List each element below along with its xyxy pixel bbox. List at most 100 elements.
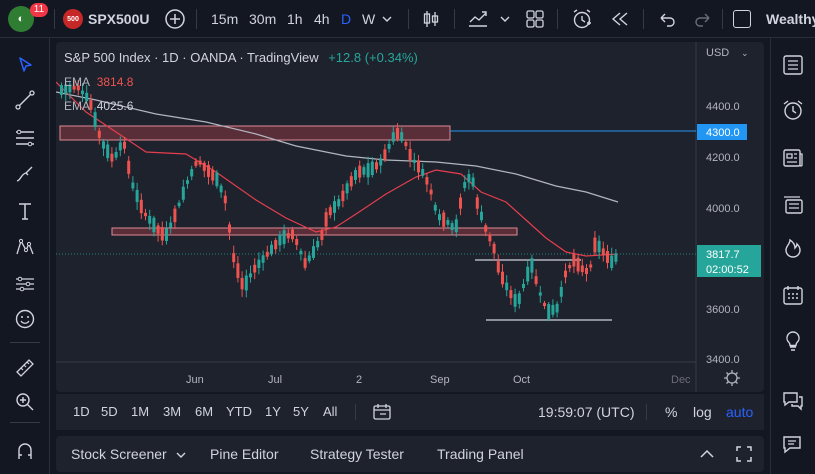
candle-body bbox=[307, 255, 311, 262]
candle-body bbox=[345, 183, 349, 194]
zoom-tool[interactable] bbox=[12, 389, 38, 415]
messages-button[interactable] bbox=[780, 432, 806, 458]
pattern-tool[interactable] bbox=[12, 234, 38, 260]
indicators-dropdown[interactable] bbox=[499, 0, 511, 38]
ema-fast-legend[interactable]: EMA 3814.8 bbox=[64, 75, 133, 89]
candle-body bbox=[102, 141, 105, 149]
candle-body bbox=[85, 92, 89, 102]
log-toggle[interactable]: log bbox=[693, 404, 712, 420]
undo-button[interactable] bbox=[656, 0, 678, 38]
square-icon bbox=[733, 10, 751, 28]
percent-toggle[interactable]: % bbox=[665, 404, 678, 420]
candle-body bbox=[366, 163, 370, 178]
candle-body bbox=[64, 84, 68, 94]
range-5d[interactable]: 5D bbox=[101, 404, 118, 419]
chevron-down-icon[interactable]: ⌄ bbox=[741, 48, 749, 58]
range-1d[interactable]: 1D bbox=[73, 404, 90, 419]
expand-panel-button[interactable] bbox=[698, 445, 716, 468]
chat-bubbles-icon bbox=[783, 392, 803, 411]
price-chart[interactable]: USD ⌄ 4400.0 4300.0 4200.0 4000.0 3817.7… bbox=[56, 42, 764, 392]
candle-body bbox=[190, 169, 194, 177]
brush-icon bbox=[16, 166, 33, 182]
interval-d[interactable]: D bbox=[341, 0, 351, 38]
candle-body bbox=[396, 128, 399, 139]
interval-w[interactable]: W bbox=[362, 0, 375, 38]
forecast-tool[interactable] bbox=[12, 271, 38, 297]
redo-button[interactable] bbox=[692, 0, 714, 38]
price-tick: 4400.0 bbox=[706, 101, 740, 113]
interval-30m[interactable]: 30m bbox=[249, 0, 276, 38]
tab-strategy-tester[interactable]: Strategy Tester bbox=[310, 446, 404, 462]
candle-body bbox=[219, 185, 223, 193]
time-tick: 2 bbox=[356, 374, 362, 386]
interval-label: W bbox=[362, 11, 376, 27]
tab-trading-panel[interactable]: Trading Panel bbox=[437, 446, 524, 462]
utc-clock[interactable]: 19:59:07 (UTC) bbox=[538, 404, 635, 420]
interval-dropdown[interactable] bbox=[381, 0, 393, 38]
chart-legend: S&P 500 Index · 1D · OANDA · TradingView… bbox=[64, 50, 418, 65]
interval-4h[interactable]: 4h bbox=[314, 0, 330, 38]
indicators-button[interactable] bbox=[466, 0, 490, 38]
go-to-date-button[interactable] bbox=[372, 402, 392, 427]
candle-body bbox=[144, 212, 147, 217]
user-avatar[interactable]: ◐ 11 bbox=[8, 0, 48, 38]
chart-title[interactable]: S&P 500 Index · 1D · OANDA · TradingView bbox=[64, 50, 319, 65]
chart-pane[interactable]: USD ⌄ 4400.0 4300.0 4200.0 4000.0 3817.7… bbox=[56, 42, 764, 392]
ideas-button[interactable] bbox=[780, 191, 806, 217]
replay-button[interactable] bbox=[609, 0, 631, 38]
text-tool[interactable] bbox=[12, 198, 38, 224]
range-6m[interactable]: 6M bbox=[195, 404, 214, 419]
divider bbox=[196, 9, 197, 29]
chart-type-button[interactable] bbox=[420, 0, 442, 38]
level-price-tag bbox=[697, 124, 747, 140]
tab-pine-editor[interactable]: Pine Editor bbox=[210, 446, 279, 462]
range-3m[interactable]: 3M bbox=[163, 404, 182, 419]
symbol-search[interactable]: 500 SPX500USD bbox=[63, 0, 150, 38]
layout-button[interactable] bbox=[524, 0, 546, 38]
trend-line-tool[interactable] bbox=[12, 87, 38, 113]
chats-button[interactable] bbox=[780, 387, 806, 413]
auto-toggle[interactable]: auto bbox=[726, 404, 754, 420]
range-1m[interactable]: 1M bbox=[131, 404, 150, 419]
candle-body bbox=[610, 255, 614, 269]
interval-1h[interactable]: 1h bbox=[287, 0, 303, 38]
interval-15m[interactable]: 15m bbox=[211, 0, 238, 38]
fib-tool[interactable] bbox=[12, 125, 38, 151]
range-all[interactable]: All bbox=[323, 404, 338, 419]
help-button[interactable] bbox=[780, 328, 806, 354]
alerts-button[interactable] bbox=[780, 97, 806, 123]
candle-body bbox=[110, 153, 114, 162]
candle-body bbox=[480, 211, 483, 221]
candle-body bbox=[358, 165, 362, 178]
alert-button[interactable] bbox=[570, 0, 594, 38]
resistance-zone[interactable] bbox=[59, 125, 451, 141]
tab-stock-screener[interactable]: Stock Screener bbox=[71, 446, 167, 462]
ema-slow-legend[interactable]: EMA 4025.6 bbox=[64, 99, 133, 113]
candle-body bbox=[211, 169, 215, 181]
news-button[interactable] bbox=[780, 145, 806, 171]
range-ytd[interactable]: YTD bbox=[226, 404, 252, 419]
price-tick: 4000.0 bbox=[706, 203, 740, 215]
zoom-in-icon bbox=[16, 393, 34, 411]
hotlists-button[interactable] bbox=[780, 235, 806, 261]
compare-button[interactable] bbox=[164, 0, 186, 38]
brush-tool[interactable] bbox=[12, 162, 38, 188]
cursor-tool[interactable] bbox=[12, 52, 38, 78]
layout-manager-button[interactable]: Wealthy bbox=[733, 0, 815, 38]
chart-settings-button[interactable] bbox=[724, 370, 740, 386]
screener-dropdown[interactable] bbox=[175, 448, 187, 466]
range-5y[interactable]: 5Y bbox=[293, 404, 309, 419]
candle-body bbox=[93, 112, 97, 128]
icons-tool[interactable] bbox=[12, 306, 38, 332]
candle-body bbox=[505, 282, 509, 291]
maximize-panel-button[interactable] bbox=[735, 445, 753, 468]
candle-body bbox=[68, 84, 72, 93]
magnet-tool[interactable] bbox=[12, 438, 38, 464]
measure-tool[interactable] bbox=[12, 355, 38, 381]
candle-body bbox=[139, 199, 143, 214]
range-1y[interactable]: 1Y bbox=[265, 404, 281, 419]
watchlist-button[interactable] bbox=[780, 52, 806, 78]
candle-body bbox=[97, 130, 101, 138]
right-sidebar bbox=[770, 38, 815, 474]
calendar-button[interactable] bbox=[780, 282, 806, 308]
